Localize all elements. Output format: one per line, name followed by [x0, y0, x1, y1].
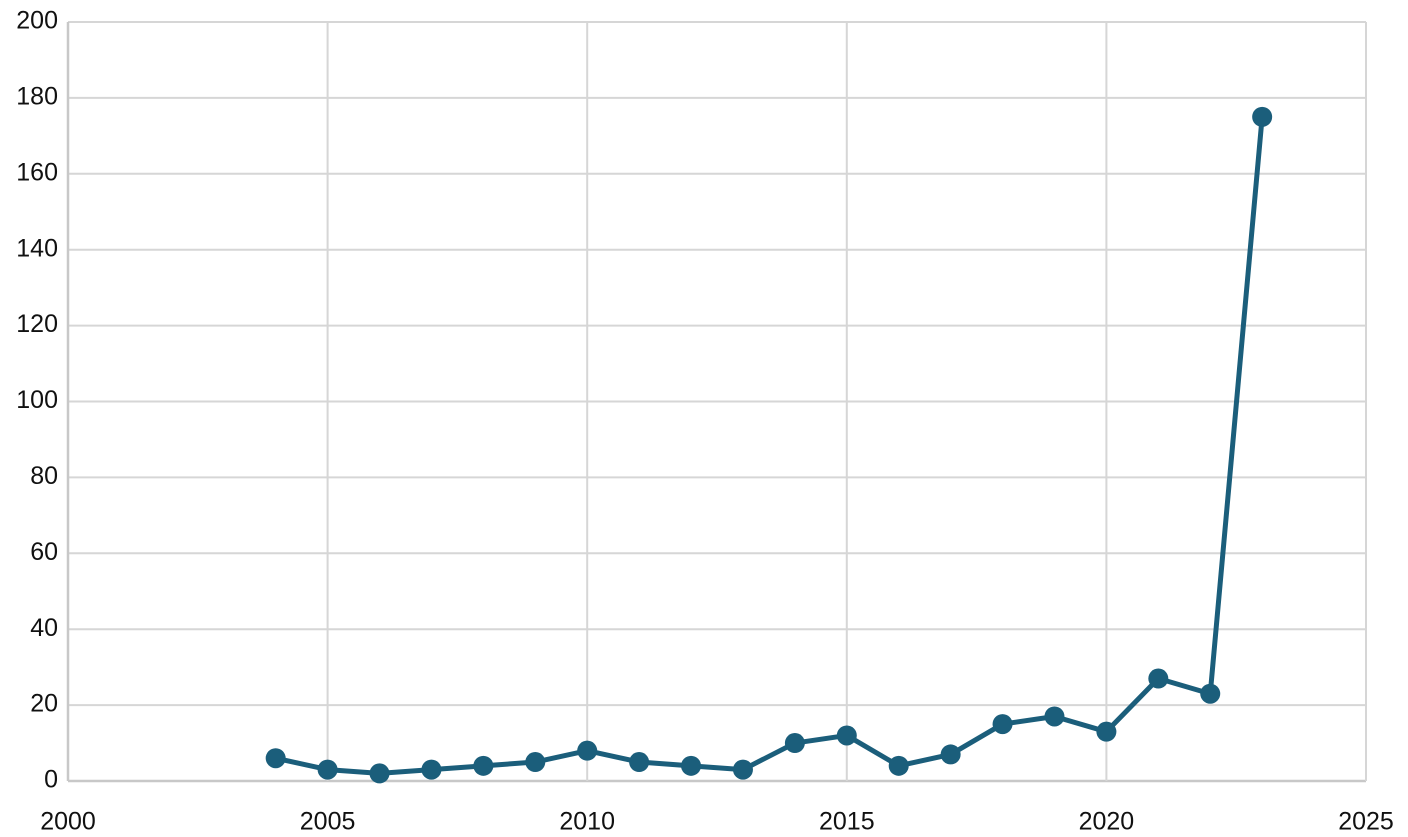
y-tick-label: 120 [16, 310, 58, 338]
y-tick-label: 160 [16, 158, 58, 186]
data-point [473, 755, 494, 776]
data-point [525, 752, 546, 773]
y-tick-label: 40 [30, 614, 58, 642]
x-tick-label: 2005 [300, 808, 356, 836]
data-point [1044, 706, 1065, 727]
y-tick-label: 0 [44, 766, 58, 794]
data-point [1148, 668, 1169, 689]
data-point [1096, 721, 1117, 742]
y-tick-label: 80 [30, 462, 58, 490]
data-point [681, 755, 702, 776]
data-point [940, 744, 961, 765]
data-point [888, 755, 909, 776]
data-point [265, 748, 286, 769]
x-tick-label: 2015 [819, 808, 875, 836]
series-line [275, 116, 1265, 776]
y-tick-label: 20 [30, 690, 58, 718]
data-point [732, 759, 753, 780]
y-tick-label: 60 [30, 538, 58, 566]
x-tick-label: 2010 [559, 808, 615, 836]
x-tick-label: 2020 [1079, 808, 1135, 836]
data-point [369, 763, 390, 784]
y-tick-label: 140 [16, 234, 58, 262]
data-point [836, 725, 857, 746]
data-point [992, 714, 1013, 735]
data-point [317, 759, 338, 780]
data-point [577, 740, 598, 761]
x-tick-label: 2025 [1338, 808, 1394, 836]
data-point [1200, 683, 1221, 704]
y-tick-label: 200 [16, 7, 58, 35]
data-point [629, 752, 650, 773]
x-tick-label: 2000 [40, 808, 96, 836]
y-tick-label: 180 [16, 83, 58, 111]
y-tick-label: 100 [16, 386, 58, 414]
data-point [1252, 106, 1273, 127]
data-point [421, 759, 442, 780]
data-point [784, 733, 805, 754]
